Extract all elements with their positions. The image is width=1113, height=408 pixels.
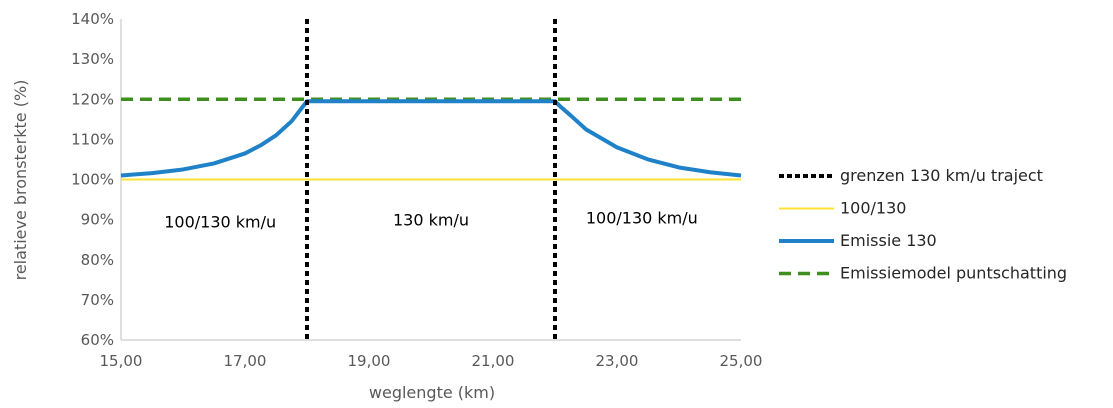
region-label: 100/130 km/u [586, 209, 698, 228]
x-tick-labels: 15,00 17,00 19,00 21,00 23,00 25,00 [100, 352, 763, 370]
plot-area [121, 19, 741, 340]
legend-label: Emissiemodel puntschatting [840, 264, 1067, 283]
y-tick-label: 80% [81, 251, 114, 269]
x-tick-label: 15,00 [100, 352, 143, 370]
y-tick-label: 110% [71, 130, 114, 148]
region-annotations: 100/130 km/u 130 km/u 100/130 km/u [164, 209, 698, 232]
y-axis-title: relatieve bronsterkte (%) [11, 80, 30, 281]
y-tick-label: 120% [71, 90, 114, 108]
x-tick-label: 21,00 [472, 352, 515, 370]
y-tick-label: 60% [81, 331, 114, 349]
y-tick-label: 130% [71, 50, 114, 68]
x-tick-label: 19,00 [348, 352, 391, 370]
x-tick-label: 23,00 [596, 352, 639, 370]
y-tick-label: 100% [71, 171, 114, 189]
legend-label: 100/130 [840, 199, 906, 218]
x-axis-title: weglengte (km) [369, 383, 495, 402]
y-tick-label: 70% [81, 291, 114, 309]
x-tick-label: 25,00 [720, 352, 763, 370]
y-tick-label: 140% [71, 10, 114, 28]
y-tick-labels: 60% 70% 80% 90% 100% 110% 120% 130% 140% [71, 10, 114, 349]
legend-label: Emissie 130 [840, 231, 937, 250]
x-tick-label: 17,00 [224, 352, 267, 370]
series-line-emissie-130 [121, 101, 741, 175]
legend: grenzen 130 km/u traject 100/130 Emissie 1… [779, 166, 1067, 283]
legend-label: grenzen 130 km/u traject [840, 166, 1043, 185]
y-tick-label: 90% [81, 211, 114, 229]
region-label: 100/130 km/u [164, 213, 276, 232]
region-label: 130 km/u [393, 211, 469, 230]
